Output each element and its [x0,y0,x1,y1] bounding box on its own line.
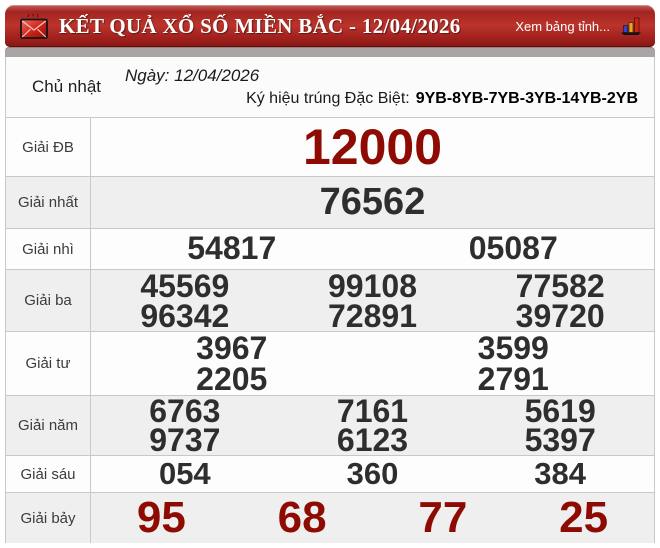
prize-number: 54817 [187,230,277,267]
prize-row-sau: Giải sáu 054 360 384 [6,455,654,492]
prize-number: 5397 [524,421,596,458]
results-table: Chủ nhật Ngày: 12/04/2026 Ký hiệu trúng … [5,57,655,543]
prize-number: 384 [534,455,587,491]
prize-number: 25 [559,492,609,542]
prize-label: Giải tư [6,332,91,395]
header-right: Xem bảng tỉnh... [515,16,643,36]
prize-number: 9737 [149,421,221,458]
prize-number: 68 [277,492,327,542]
prize-number: 77582 [515,267,605,304]
prize-number: 77 [418,492,468,542]
prize-label: Giải ĐB [6,118,91,176]
prize-table-body: Giải ĐB 12000 Giải nhất 76562 Giải nhì 54817 0… [6,117,654,543]
prize-row-bay: Giải bảy 95 68 77 25 [6,492,654,543]
prize-numbers: 45569 99108 77582 96342 72891 39720 [91,267,654,334]
prize-numbers: 12000 [91,118,654,176]
special-symbol-label: Ký hiệu trúng Đặc Biệt: [246,90,410,107]
prize-row-nhi: Giải nhì 54817 05087 [6,228,654,269]
prize-number: 6123 [336,421,409,458]
prize-number: 45569 [140,267,230,304]
prize-number: 360 [346,455,399,491]
prize-numbers: 54817 05087 [91,229,654,269]
prize-number: 2205 [196,360,268,397]
prize-label: Giải nhì [6,229,91,269]
prize-number: 99108 [328,267,417,304]
view-province-table-link[interactable]: Xem bảng tỉnh... [515,18,610,34]
page-title: KẾT QUẢ XỔ SỐ MIỀN BẮC - 12/04/2026 [59,13,461,38]
prize-number: 5619 [524,392,596,429]
prize-row-nhat: Giải nhất 76562 [6,176,654,228]
prize-number: 76562 [319,180,426,223]
prize-numbers: 3967 3599 2205 2791 [91,332,654,395]
prize-number: 12000 [302,118,443,175]
header-separator-strip [5,47,655,57]
special-symbol-value: 9YB-8YB-7YB-3YB-14YB-2YB [415,90,638,107]
header-bar: KẾT QUẢ XỔ SỐ MIỀN BẮC - 12/04/2026 Xem … [5,5,655,47]
bar-chart-icon[interactable] [619,16,643,36]
prize-number: 2791 [477,360,549,397]
weekday-label: Chủ nhật [32,77,101,96]
prize-number: 05087 [468,230,558,267]
prize-numbers: 6763 7161 5619 9737 6123 5397 [91,392,654,458]
prize-numbers: 054 360 384 [91,456,654,492]
prize-row-db: Giải ĐB 12000 [6,117,654,176]
prize-number: 7161 [336,392,409,429]
prize-number: 39720 [515,297,605,334]
prize-number: 6763 [149,392,221,429]
lottery-results-widget: KẾT QUẢ XỔ SỐ MIỀN BẮC - 12/04/2026 Xem … [5,5,655,543]
prize-numbers: 76562 [91,177,654,228]
prize-row-tu: Giải tư 3967 3599 2205 2791 [6,331,654,395]
date-label: Ngày: 12/04/2026 [125,66,260,85]
prize-row-ba: Giải ba 45569 99108 77582 96342 72891 39720 [6,267,654,334]
prize-row-nam: Giải năm 6763 7161 5619 9737 6123 5397 [6,392,654,458]
prize-label: Giải ba [6,270,91,331]
date-info: Ngày: 12/04/2026 Ký hiệu trúng Đặc Biệt:… [101,57,654,117]
prize-label: Giải sáu [6,456,91,492]
prize-number: 96342 [140,297,230,334]
prize-label: Giải năm [6,396,91,455]
prize-label: Giải bảy [6,493,91,543]
prize-number: 95 [136,492,186,542]
date-row: Chủ nhật Ngày: 12/04/2026 Ký hiệu trúng … [6,57,654,117]
prize-number: 3967 [196,329,268,366]
prize-number: 054 [158,455,211,491]
prize-numbers: 95 68 77 25 [91,493,654,543]
prize-number: 3599 [477,329,549,366]
special-symbol-line: Ký hiệu trúng Đặc Biệt: 9YB-8YB-7YB-3YB-1… [101,90,654,108]
prize-number: 72891 [328,297,417,334]
envelope-icon [19,13,49,40]
prize-label: Giải nhất [6,177,91,228]
